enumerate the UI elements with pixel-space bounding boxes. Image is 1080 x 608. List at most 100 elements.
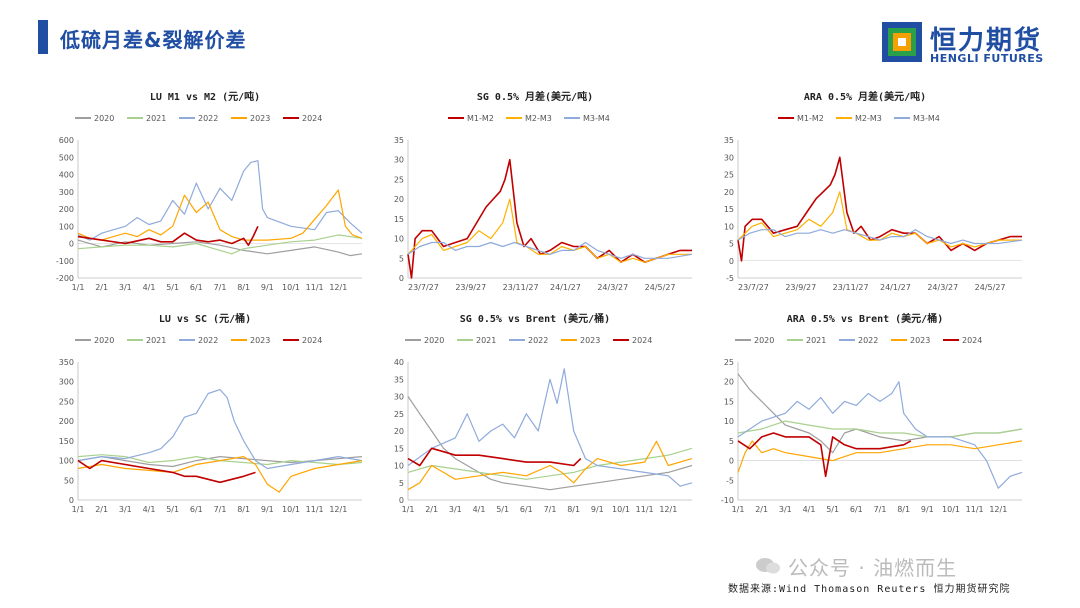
y-tick-label: 200	[59, 205, 74, 214]
legend-label: M1-M2	[467, 114, 494, 123]
series-line-2020	[737, 373, 1023, 454]
chart-ara-vs-brent: ARA 0.5% vs Brent (美元/桶) 2020 2021 2022 2023…	[700, 310, 1030, 520]
chart-title: ARA 0.5% 月差(美元/吨)	[804, 90, 926, 103]
x-tick-label: 8/1	[567, 505, 580, 514]
series-line-m2-m3	[407, 198, 692, 263]
series-line-2022	[77, 160, 363, 241]
data-source: 数据来源:Wind Thomason Reuters 恒力期货研究院	[728, 584, 1011, 595]
logo-mark-icon	[882, 22, 922, 62]
x-tick-label: 3/1	[449, 505, 462, 514]
logo-english-name: HENGLI FUTURES	[930, 52, 1044, 65]
page-title: 低硫月差&裂解价差	[60, 28, 247, 52]
y-tick-label: 35	[394, 375, 404, 384]
series-line-2022	[737, 381, 1023, 489]
x-tick-label: 6/1	[520, 505, 533, 514]
y-tick-label: 0	[729, 257, 734, 266]
y-tick-label: -5	[726, 274, 734, 283]
y-tick-label: 50	[64, 476, 74, 485]
x-tick-label: 24/1/27	[880, 283, 911, 292]
x-tick-label: 11/1	[966, 505, 984, 514]
y-tick-label: 200	[59, 417, 74, 426]
y-tick-label: 100	[59, 457, 74, 466]
y-tick-label: 500	[59, 153, 74, 162]
x-tick-label: 10/1	[282, 505, 300, 514]
x-tick-label: 8/1	[237, 505, 250, 514]
series-line-2023	[77, 456, 363, 493]
y-tick-label: 20	[394, 195, 404, 204]
x-tick-label: 6/1	[190, 505, 203, 514]
x-tick-label: 9/1	[261, 283, 274, 292]
y-tick-label: 20	[724, 378, 734, 387]
legend-label: 2024	[962, 336, 982, 345]
x-tick-label: 1/1	[72, 283, 85, 292]
y-tick-label: 25	[724, 358, 734, 367]
chart-svg-ara-spread: ARA 0.5% 月差(美元/吨) M1-M2 M2-M3 M3-M4 -5 0 5 10 15…	[724, 90, 1023, 292]
y-tick-label: 100	[59, 222, 74, 231]
y-tick-label: 15	[394, 215, 404, 224]
chart-title: ARA 0.5% vs Brent (美元/桶)	[787, 312, 943, 325]
x-tick-label: 7/1	[544, 505, 557, 514]
y-tick-label: -100	[56, 257, 74, 266]
x-tick-label: 8/1	[237, 283, 250, 292]
x-tick-label: 23/11/27	[503, 283, 539, 292]
x-tick-label: 23/11/27	[833, 283, 869, 292]
x-tick-label: 12/1	[329, 505, 347, 514]
y-tick-label: 25	[394, 175, 404, 184]
y-tick-label: 400	[59, 171, 74, 180]
y-tick-label: 15	[724, 397, 734, 406]
x-tick-label: 2/1	[95, 283, 108, 292]
company-logo: 恒力期货 HENGLI FUTURES	[882, 22, 1072, 66]
legend-label: 2020	[424, 336, 444, 345]
x-tick-label: 11/1	[306, 283, 324, 292]
legend-label: 2022	[198, 336, 218, 345]
x-tick-label: 11/1	[636, 505, 654, 514]
x-tick-label: 3/1	[779, 505, 792, 514]
chart-title: SG 0.5% vs Brent (美元/桶)	[460, 312, 610, 325]
legend-label: 2023	[580, 336, 600, 345]
chart-svg-lu-vs-sc: LU vs SC (元/桶) 2020 2021 2022 2023 2024 0 50 100…	[59, 312, 363, 514]
x-tick-label: 2/1	[755, 505, 768, 514]
legend-label: M1-M2	[797, 114, 824, 123]
y-tick-label: 5	[729, 437, 734, 446]
series-line-2024	[407, 447, 582, 467]
title-accent-bar	[38, 20, 48, 54]
x-tick-label: 24/3/27	[927, 283, 958, 292]
y-tick-label: 350	[59, 358, 74, 367]
x-tick-label: 24/1/27	[550, 283, 581, 292]
y-tick-label: 10	[394, 235, 404, 244]
x-tick-label: 4/1	[803, 505, 816, 514]
x-tick-label: 6/1	[190, 283, 203, 292]
y-tick-label: 15	[724, 205, 734, 214]
series-line-2021	[737, 420, 1023, 438]
x-tick-label: 5/1	[826, 505, 839, 514]
series-line-2022	[77, 388, 363, 470]
chart-title: LU M1 vs M2 (元/吨)	[150, 90, 260, 103]
y-tick-label: 25	[394, 410, 404, 419]
x-tick-label: 12/1	[329, 283, 347, 292]
x-tick-label: 5/1	[166, 283, 179, 292]
chart-ara-spread: ARA 0.5% 月差(美元/吨) M1-M2 M2-M3 M3-M4 -5 0 5 10 15…	[700, 88, 1030, 298]
y-tick-label: 10	[394, 462, 404, 471]
legend-label: M2-M3	[855, 114, 882, 123]
series-line-2023	[407, 440, 693, 491]
x-tick-label: 3/1	[119, 505, 132, 514]
legend-label: 2020	[94, 114, 114, 123]
legend-label: 2022	[858, 336, 878, 345]
logo-chinese-name: 恒力期货	[930, 26, 1043, 56]
y-tick-label: 0	[399, 274, 404, 283]
x-tick-label: 12/1	[989, 505, 1007, 514]
watermark-text: 公众号 · 油燃而生	[788, 556, 958, 580]
x-tick-label: 23/9/27	[455, 283, 486, 292]
x-tick-label: 4/1	[143, 505, 156, 514]
x-tick-label: 7/1	[214, 505, 227, 514]
legend-label: 2023	[250, 114, 270, 123]
wechat-icon	[756, 558, 780, 574]
y-tick-label: 5	[729, 240, 734, 249]
y-tick-label: 30	[724, 153, 734, 162]
x-tick-label: 1/1	[402, 505, 415, 514]
y-tick-label: -5	[726, 476, 734, 485]
y-tick-label: 40	[394, 358, 404, 367]
legend-label: M3-M4	[913, 114, 940, 123]
series-line-m3-m4	[407, 241, 693, 259]
chart-lu-m1-m2: LU M1 vs M2 (元/吨) 2020 2021 2022 2023 2024 -20…	[40, 88, 370, 298]
